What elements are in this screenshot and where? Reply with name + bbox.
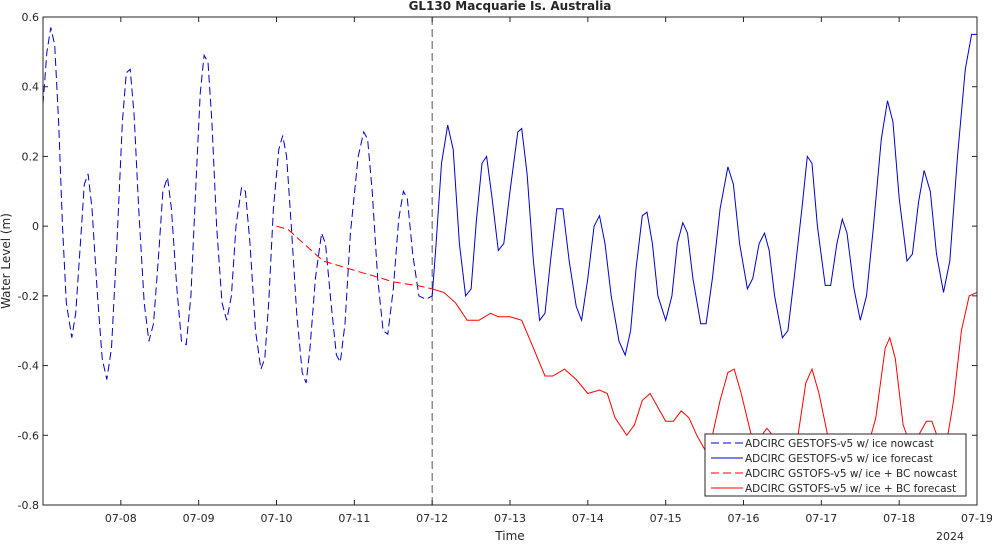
y-axis-label: Water Level (m) — [0, 213, 13, 309]
y-tick-label: -0.2 — [18, 290, 39, 303]
x-tick-label: 07-08 — [105, 512, 137, 525]
x-axis-label: Time — [494, 529, 524, 541]
chart-title: GL130 Macquarie Is. Australia — [409, 0, 612, 13]
series-line-1 — [431, 33, 977, 357]
x-tick-label: 07-12 — [416, 512, 448, 525]
x-tick-label: 07-10 — [261, 512, 293, 525]
x-tick-label: 07-09 — [183, 512, 215, 525]
legend-label: ADCIRC GSTOFS-v5 w/ ice + BC nowcast — [745, 468, 957, 480]
x-tick-label: 07-15 — [650, 512, 682, 525]
x-tick-label: 07-13 — [494, 512, 526, 525]
series-line-3 — [432, 288, 978, 461]
y-tick-label: 0.4 — [22, 81, 40, 94]
y-tick-label: 0.6 — [22, 11, 40, 24]
x-tick-label: 07-16 — [728, 512, 760, 525]
y-tick-label: 0.2 — [22, 150, 40, 163]
x-tick-label: 07-11 — [338, 512, 370, 525]
legend-label: ADCIRC GSTOFS-v5 w/ ice + BC forecast — [745, 483, 956, 495]
plot-area — [42, 17, 978, 505]
series-line-0 — [42, 27, 433, 384]
y-tick-label: -0.4 — [18, 360, 39, 373]
y-tick-label: -0.6 — [18, 429, 39, 442]
legend: ADCIRC GESTOFS-v5 w/ ice nowcast ADCIRC G… — [704, 433, 967, 497]
x-tick-label: 07-18 — [883, 512, 915, 525]
series-line-2 — [276, 225, 433, 290]
legend-box — [704, 433, 967, 497]
axes: 07-08 07-09 07-10 07-11 07-12 07-13 07-14 07-15… — [18, 11, 992, 525]
y-tick-label: 0 — [32, 220, 39, 233]
y-tick-label: -0.8 — [18, 499, 39, 512]
x-tick-label: 07-14 — [572, 512, 604, 525]
x-year-label: 2024 — [936, 530, 964, 541]
legend-label: ADCIRC GESTOFS-v5 w/ ice nowcast — [745, 438, 934, 450]
x-tick-label: 07-19 — [961, 512, 992, 525]
x-tick-label: 07-17 — [805, 512, 837, 525]
legend-label: ADCIRC GESTOFS-v5 w/ ice forecast — [745, 453, 933, 465]
